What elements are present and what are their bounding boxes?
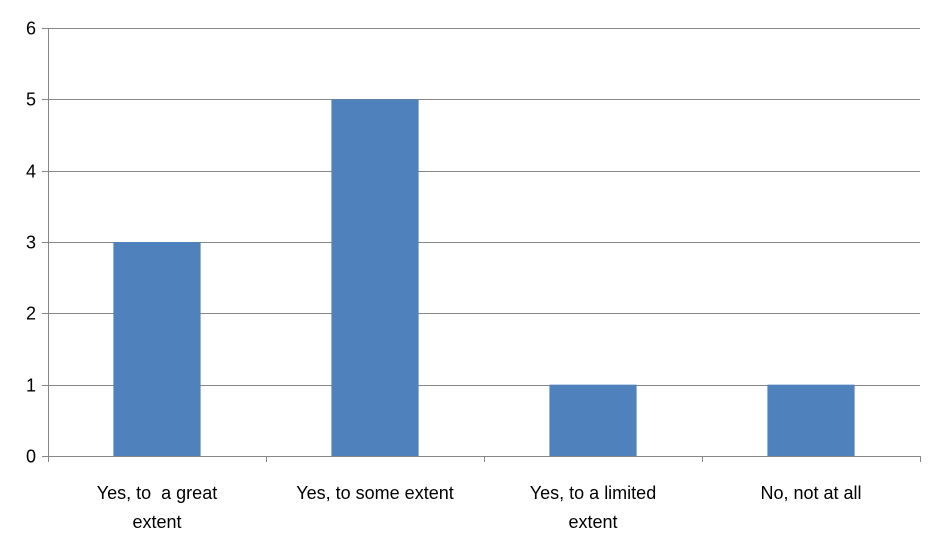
- y-tick-label: 1: [26, 376, 36, 396]
- bar: [331, 99, 419, 456]
- bar: [549, 384, 637, 456]
- y-tick-label: 6: [26, 19, 36, 39]
- axes: [42, 28, 921, 462]
- y-tick-label: 4: [26, 162, 36, 182]
- x-category-label: Yes, to some extent: [296, 483, 453, 503]
- x-category-label: No, not at all: [760, 483, 861, 503]
- x-category-label: extent: [568, 512, 617, 532]
- y-tick-label: 2: [26, 304, 36, 324]
- x-category-label: Yes, to a great: [97, 483, 217, 503]
- bar: [767, 384, 855, 456]
- y-tick-label: 5: [26, 90, 36, 110]
- bar: [113, 242, 201, 456]
- x-category-labels: Yes, to a great extent Yes, to some extent…: [97, 483, 862, 532]
- y-tick-label: 3: [26, 233, 36, 253]
- x-category-label: extent: [132, 512, 181, 532]
- x-category-label: Yes, to a limited: [530, 483, 656, 503]
- bars: [113, 99, 855, 456]
- y-tick-labels: 0 1 2 3 4 5 6: [26, 19, 36, 467]
- y-tick-label: 0: [26, 447, 36, 467]
